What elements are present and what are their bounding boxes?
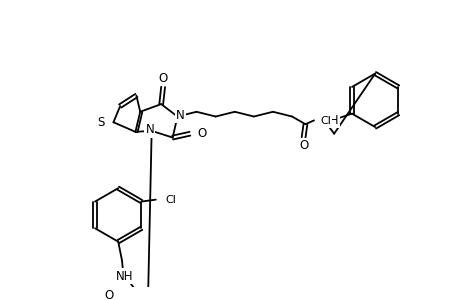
Text: NH: NH xyxy=(321,114,338,127)
Text: S: S xyxy=(97,116,105,129)
Text: Cl: Cl xyxy=(165,195,176,205)
Text: NH: NH xyxy=(116,270,134,283)
Text: O: O xyxy=(197,127,207,140)
Text: Cl: Cl xyxy=(319,116,330,126)
Text: O: O xyxy=(104,289,113,300)
Text: N: N xyxy=(145,123,154,136)
Text: O: O xyxy=(298,139,308,152)
Text: N: N xyxy=(176,109,185,122)
Text: O: O xyxy=(158,72,168,85)
